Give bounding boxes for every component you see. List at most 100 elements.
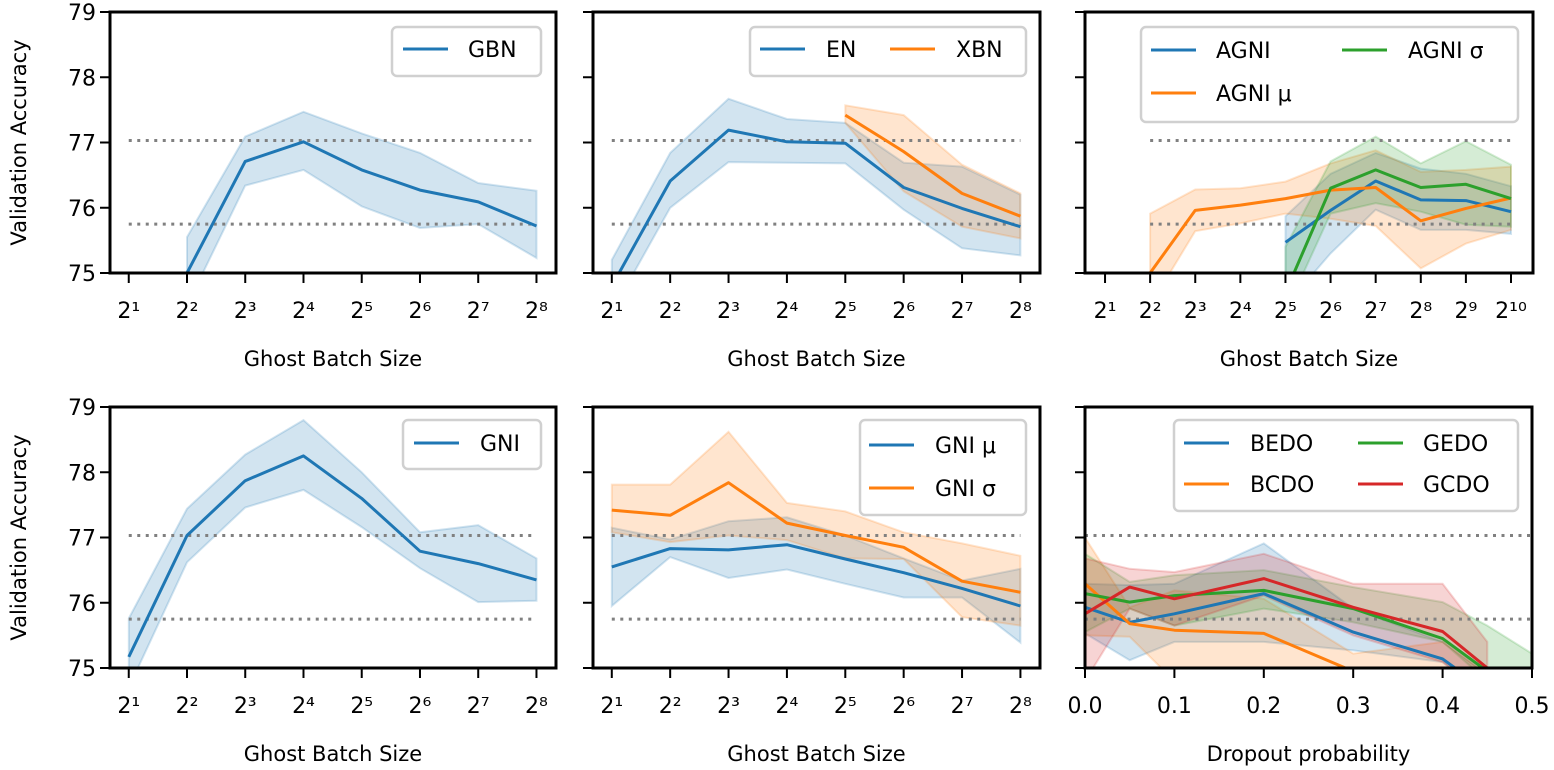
legend-label: AGNI μ: [1216, 82, 1292, 107]
y-tick-label: 79: [68, 396, 96, 421]
plot-area: [1085, 534, 1532, 668]
x-tick-label: 2⁸: [1009, 694, 1032, 719]
legend: EN XBN: [748, 25, 1028, 78]
x-tick-label: 2³: [234, 299, 257, 324]
x-tick-label: 2⁶: [1319, 299, 1342, 324]
x-tick-label: 2⁶: [409, 694, 432, 719]
y-tick-label: 79: [68, 1, 96, 26]
x-tick-label: 2⁹: [1454, 299, 1477, 324]
x-axis-label: Ghost Batch Size: [727, 742, 905, 766]
x-tick-label: 2⁷: [1364, 299, 1387, 324]
legend-label: GNI: [480, 432, 520, 457]
y-tick-label: 78: [68, 66, 96, 91]
legend-box: [1172, 418, 1520, 513]
x-tick-label: 2⁴: [292, 694, 315, 719]
x-tick-label: 0.2: [1246, 694, 1281, 719]
legend-label: GNI σ: [935, 477, 996, 502]
x-tick-label: 2⁴: [292, 299, 315, 324]
legend: GNI μ GNI σ: [858, 418, 1028, 517]
x-axis-label: Ghost Batch Size: [1220, 347, 1398, 371]
legend-label: AGNI: [1216, 39, 1271, 64]
x-axis-label: Dropout probability: [1207, 742, 1411, 766]
x-tick-label: 2¹: [1094, 299, 1117, 324]
y-tick-label: 77: [68, 132, 96, 157]
x-tick-label: 2⁷: [467, 299, 490, 324]
y-tick-label: 75: [68, 262, 96, 287]
y-axis-label: Validation Accuracy: [7, 434, 31, 640]
legend-box: [1139, 25, 1520, 124]
series-line-en: [617, 128, 1021, 273]
legend-label: XBN: [956, 38, 1003, 63]
x-tick-label: 2⁸: [1409, 299, 1432, 324]
x-tick-label: 2⁵: [1274, 299, 1297, 324]
x-tick-label: 2⁴: [776, 299, 799, 324]
x-axis-label: Ghost Batch Size: [727, 347, 905, 371]
confidence-band-gcdo: [1085, 552, 1489, 668]
plot-area: [127, 418, 538, 668]
x-tick-label: 2¹: [600, 694, 623, 719]
legend-entry: BEDO: [1184, 432, 1313, 457]
legend-entry: AGNI: [1151, 39, 1271, 64]
subplot-6: 0.0 0.1 0.2 0.3 0.4 0.5 Dropout probability BED…: [1068, 405, 1550, 766]
legend-entry: GEDO: [1358, 432, 1488, 457]
legend: GNI: [401, 418, 543, 471]
x-tick-label: 2²: [176, 299, 199, 324]
legend-label: GNI μ: [935, 434, 996, 459]
legend-label: GCDO: [1423, 473, 1490, 498]
legend: AGNI AGNI μ AGNI σ: [1139, 25, 1520, 124]
x-tick-label: 2¹⁰: [1495, 299, 1527, 324]
legend-box: [390, 25, 543, 78]
subplot-3: 2¹ 2² 2³ 2⁴ 2⁵ 2⁶ 2⁷ 2⁸ 2⁹ 2¹⁰ Ghost Batch Size AGN…: [1075, 10, 1535, 371]
confidence-band-gni: [127, 418, 538, 668]
legend-label: BCDO: [1250, 473, 1314, 498]
plot-area: [1148, 135, 1512, 273]
x-tick-label: 2⁸: [525, 694, 548, 719]
plot-area: [610, 97, 1022, 273]
plot-area: [610, 430, 1022, 645]
x-tick-label: 2⁵: [834, 694, 857, 719]
x-tick-label: 2²: [659, 694, 682, 719]
y-tick-label: 76: [68, 197, 96, 222]
legend-entry: EN: [760, 38, 856, 63]
x-tick-label: 2⁶: [892, 299, 915, 324]
x-tick-label: 2⁷: [951, 694, 974, 719]
legend-entry: GNI σ: [869, 477, 996, 502]
legend-entry: GBN: [403, 38, 517, 63]
series-line-gni-μ: [611, 543, 1021, 608]
x-tick-label: 2⁸: [525, 299, 548, 324]
x-tick-label: 2¹: [117, 299, 140, 324]
y-tick-label: 76: [68, 592, 96, 617]
legend-label: EN: [826, 38, 856, 63]
subplot-2: 2¹ 2² 2³ 2⁴ 2⁵ 2⁶ 2⁷ 2⁸ Ghost Batch Size EN XBN: [583, 10, 1042, 371]
x-tick-label: 0.4: [1425, 694, 1460, 719]
legend-label: BEDO: [1250, 432, 1313, 457]
y-tick-label: 77: [68, 527, 96, 552]
legend-entry: BCDO: [1184, 473, 1314, 498]
x-axis-label: Ghost Batch Size: [244, 742, 422, 766]
confidence-band-bedo: [1085, 542, 1481, 668]
y-tick-label: 78: [68, 461, 96, 486]
x-tick-label: 2⁸: [1009, 299, 1032, 324]
x-tick-label: 2⁴: [1229, 299, 1252, 324]
x-tick-label: 2²: [1139, 299, 1162, 324]
subplot-1: 75 76 77 78 79 2¹ 2² 2³ 2⁴ 2⁵ 2⁶ 2⁷ 2⁸ Ghost Batch Si…: [7, 1, 558, 371]
y-axis-label: Validation Accuracy: [7, 39, 31, 245]
confidence-band-gedo: [1085, 552, 1532, 668]
legend: BEDO BCDO GEDO GCDO: [1172, 418, 1520, 513]
legend-box: [401, 418, 543, 471]
legend-label: GEDO: [1423, 432, 1488, 457]
legend-entry: AGNI μ: [1151, 82, 1292, 107]
plot-area: [128, 110, 538, 273]
y-tick-label: 75: [68, 657, 96, 682]
x-tick-label: 2²: [659, 299, 682, 324]
x-tick-label: 2⁴: [776, 694, 799, 719]
x-tick-label: 0.5: [1515, 694, 1550, 719]
subplot-4: 75 76 77 78 79 2¹ 2² 2³ 2⁴ 2⁵ 2⁶ 2⁷ 2⁸ Ghost Batch Si…: [7, 396, 558, 766]
x-tick-label: 2²: [176, 694, 199, 719]
x-tick-label: 2³: [1184, 299, 1207, 324]
legend-entry: XBN: [890, 38, 1003, 63]
x-tick-label: 2¹: [117, 694, 140, 719]
x-tick-label: 2⁶: [409, 299, 432, 324]
x-tick-label: 2¹: [600, 299, 623, 324]
x-tick-label: 2³: [717, 694, 740, 719]
